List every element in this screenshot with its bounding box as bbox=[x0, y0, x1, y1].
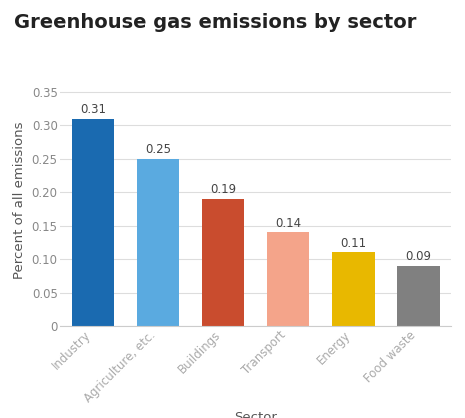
Text: 0.11: 0.11 bbox=[340, 237, 366, 250]
Bar bbox=[397, 266, 439, 326]
Bar bbox=[137, 159, 179, 326]
X-axis label: Sector: Sector bbox=[234, 411, 277, 418]
Text: 0.25: 0.25 bbox=[145, 143, 171, 156]
Text: Greenhouse gas emissions by sector: Greenhouse gas emissions by sector bbox=[14, 13, 416, 31]
Text: 0.19: 0.19 bbox=[210, 183, 236, 196]
Bar bbox=[72, 119, 114, 326]
Bar bbox=[332, 252, 374, 326]
Bar bbox=[267, 232, 310, 326]
Text: 0.31: 0.31 bbox=[80, 103, 106, 116]
Y-axis label: Percent of all emissions: Percent of all emissions bbox=[13, 122, 26, 279]
Bar bbox=[202, 199, 245, 326]
Text: 0.14: 0.14 bbox=[275, 217, 301, 230]
Text: 0.09: 0.09 bbox=[405, 250, 432, 263]
